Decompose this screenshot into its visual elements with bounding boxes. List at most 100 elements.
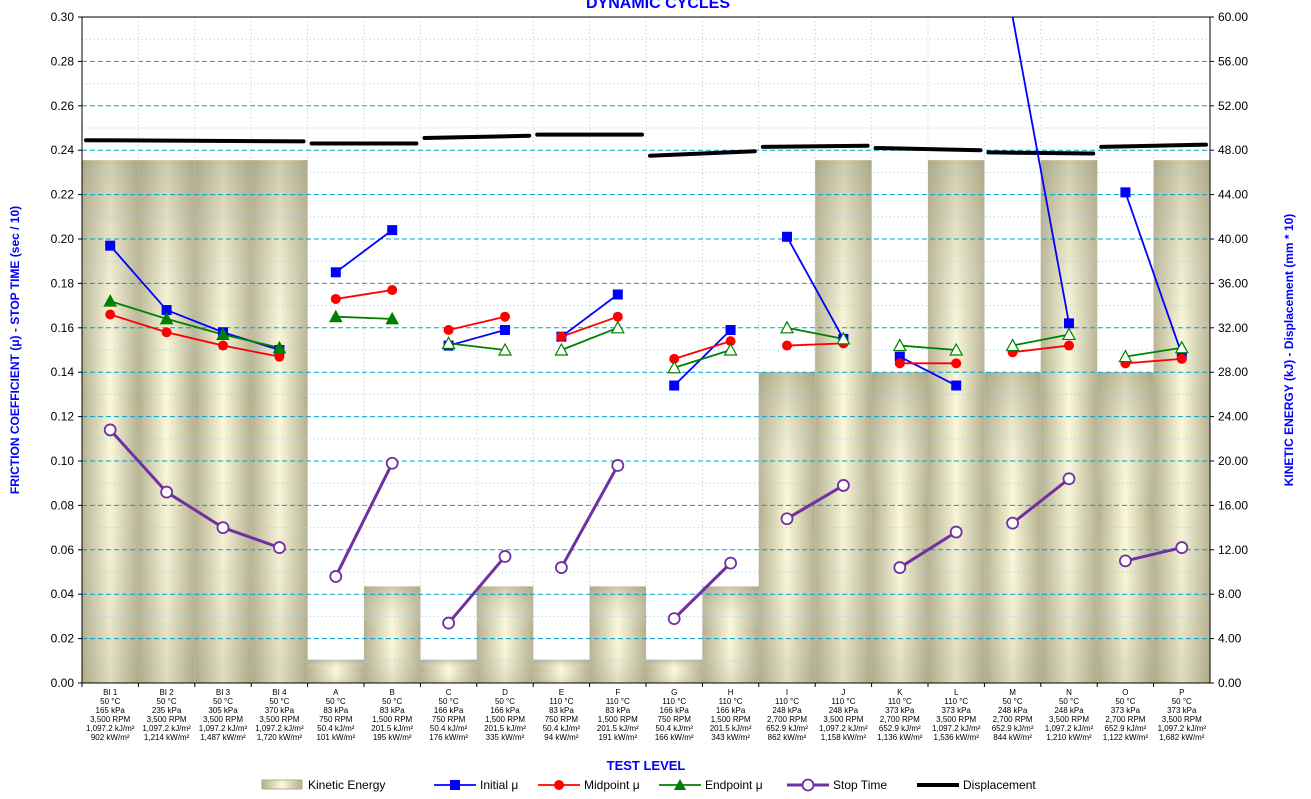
- series-line: [561, 326, 619, 351]
- kinetic-energy-bar-shade: [138, 160, 195, 683]
- x-category-detail: 248 kPa: [1054, 706, 1084, 715]
- midpoint-mu-point: [782, 340, 792, 351]
- y-axis-left-label: FRICTION COEFFICIENT (μ) - STOP TIME (se…: [8, 206, 22, 494]
- x-category-detail: 248 kPa: [829, 706, 859, 715]
- y-tick-label-right: 36.00: [1218, 276, 1248, 290]
- x-category-detail: 862 kW/m²: [768, 733, 807, 742]
- x-category-detail: 1,122 kW/m²: [1103, 733, 1149, 742]
- stop-time-point: [837, 479, 850, 492]
- midpoint-mu-point: [612, 311, 623, 322]
- series-line: [786, 342, 844, 347]
- x-category-detail: 50 °C: [1115, 697, 1135, 706]
- stop-time-point: [1006, 516, 1019, 530]
- x-category-label: B: [390, 688, 395, 697]
- x-category-detail: 3,500 RPM: [90, 715, 130, 724]
- series-line: [899, 344, 957, 351]
- x-category-detail: 94 kW/m²: [544, 733, 579, 742]
- x-category-detail: 750 RPM: [319, 715, 353, 724]
- initial-mu-point: [161, 305, 172, 316]
- y-tick-label-left: 0.18: [51, 276, 75, 290]
- midpoint-mu-point: [330, 293, 341, 304]
- x-category-detail: 750 RPM: [545, 715, 579, 724]
- y-tick-label-left: 0.12: [51, 410, 75, 424]
- x-category-detail: 373 kPa: [885, 706, 915, 715]
- initial-mu-point: [105, 240, 116, 251]
- y-tick-label-left: 0.14: [51, 365, 75, 379]
- series-line: [1125, 346, 1182, 358]
- x-category-detail: 166 kPa: [716, 706, 746, 715]
- kinetic-energy-bar-shade: [1040, 160, 1098, 683]
- x-category-label: BI 4: [272, 688, 287, 697]
- y-tick-label-left: 0.10: [51, 454, 75, 468]
- x-category-label: M: [1009, 688, 1016, 697]
- initial-mu-point: [500, 325, 510, 336]
- initial-mu-point: [612, 289, 623, 300]
- x-category-detail: 305 kPa: [208, 706, 238, 715]
- series-line: [673, 340, 731, 360]
- midpoint-mu-point: [894, 358, 905, 369]
- series-line: [1011, 16, 1070, 324]
- kinetic-energy-bar-shade: [646, 659, 703, 683]
- series-line: [448, 315, 506, 331]
- x-category-detail: 83 kPa: [605, 706, 630, 715]
- x-category-detail: 50.4 kJ/m²: [430, 724, 468, 733]
- x-category-detail: 652.9 kJ/m²: [1105, 724, 1147, 733]
- x-category-detail: 373 kPa: [942, 706, 972, 715]
- x-category-detail: 335 kW/m²: [486, 733, 525, 742]
- displacement-lines: [84, 132, 1208, 158]
- x-category-label: F: [615, 688, 620, 697]
- series-line: [335, 289, 393, 300]
- y-tick-label-left: 0.08: [51, 498, 75, 512]
- x-category-detail: 110 °C: [831, 697, 855, 706]
- x-category-detail: 373 kPa: [1167, 706, 1197, 715]
- x-category-detail: 50 °C: [1003, 697, 1023, 706]
- x-category-detail: 110 °C: [549, 697, 573, 706]
- stop-time-point: [385, 456, 399, 470]
- x-category-detail: 201.5 kJ/m²: [710, 724, 752, 733]
- y-axis-right-ticks: 0.00 4.00 8.00 12.00 16.00 20.00 24.00 28.00 32.…: [1210, 10, 1248, 690]
- x-category-detail: 652.9 kJ/m²: [766, 724, 808, 733]
- x-category-detail: 1,097.2 kJ/m²: [1158, 724, 1207, 733]
- initial-mu-point: [387, 225, 398, 236]
- y-axis-left-ticks: 0.00 0.02 0.04 0.06 0.08 0.10 0.12 0.14 0.16 0.18…: [51, 10, 82, 690]
- y-tick-label-right: 4.00: [1218, 632, 1242, 646]
- displacement-segment: [648, 149, 757, 158]
- stop-time-point: [442, 616, 456, 630]
- x-category-detail: 248 kPa: [998, 706, 1028, 715]
- x-category-detail: 83 kPa: [323, 706, 348, 715]
- y-tick-label-right: 40.00: [1218, 232, 1248, 246]
- stop-time-point: [272, 541, 286, 554]
- series-line: [673, 329, 732, 387]
- x-category-detail: 1,097.2 kJ/m²: [1045, 724, 1094, 733]
- legend-marker: [674, 779, 686, 790]
- series-line: [899, 530, 957, 569]
- kinetic-energy-bar-shade: [476, 586, 534, 683]
- x-category-label: I: [786, 688, 788, 697]
- grid-lines: [82, 17, 1210, 683]
- x-category-detail: 110 °C: [606, 697, 630, 706]
- y-tick-label-left: 0.06: [51, 543, 75, 557]
- y-tick-label-right: 0.00: [1218, 676, 1242, 690]
- y-tick-label-left: 0.26: [51, 99, 75, 113]
- x-category-detail: 343 kW/m²: [711, 733, 750, 742]
- y-tick-label-right: 8.00: [1218, 587, 1242, 601]
- y-tick-label-right: 44.00: [1218, 188, 1248, 202]
- x-category-detail: 201.5 kJ/m²: [484, 724, 526, 733]
- y-tick-label-left: 0.28: [51, 54, 75, 68]
- x-category-detail: 50.4 kJ/m²: [656, 724, 694, 733]
- initial-mu-point: [450, 780, 460, 790]
- midpoint-mu-point: [669, 353, 680, 364]
- midpoint-mu-point: [274, 351, 285, 362]
- initial-mu-point: [782, 231, 792, 242]
- endpoint-mu-point: [949, 342, 964, 356]
- x-category-label: J: [841, 688, 845, 697]
- series-lines: [103, 16, 1189, 630]
- stop-time-point: [893, 561, 907, 574]
- x-category-detail: 3,500 RPM: [203, 715, 243, 724]
- series-line: [334, 462, 394, 578]
- midpoint-mu-point: [554, 780, 564, 790]
- x-category-label: P: [1179, 688, 1184, 697]
- stop-time-point: [555, 561, 568, 574]
- endpoint-mu-point: [836, 331, 851, 345]
